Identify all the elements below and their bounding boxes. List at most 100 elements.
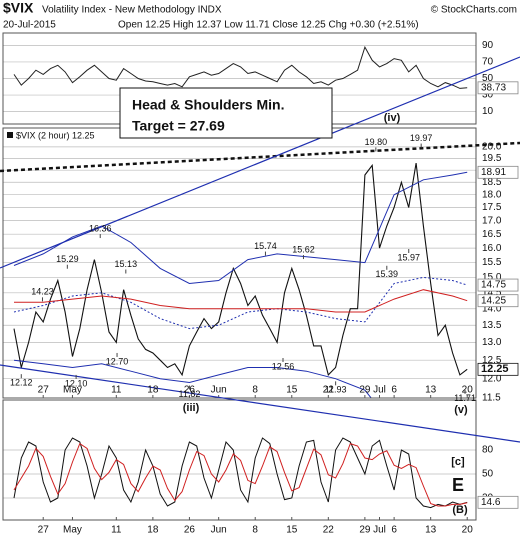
series-line bbox=[13, 437, 468, 509]
x-tick-label: 27 bbox=[38, 385, 50, 396]
x-tick-label: 6 bbox=[391, 385, 397, 396]
y-tick-label: 30 bbox=[482, 90, 494, 101]
legend-swatch bbox=[7, 132, 13, 138]
series-line bbox=[13, 276, 468, 330]
pivot-label: 12.70 bbox=[106, 356, 129, 366]
x-tick-label: May bbox=[63, 525, 82, 536]
pivot-label: 11.93 bbox=[325, 385, 347, 395]
y-tick-label: 14.0 bbox=[482, 303, 502, 314]
series-line bbox=[13, 171, 468, 285]
y-tick-label: 15.0 bbox=[482, 272, 502, 283]
wave-label: (B) bbox=[452, 504, 468, 516]
trend-line-lower bbox=[0, 364, 520, 443]
y-tick-label: 10 bbox=[482, 106, 494, 117]
x-tick-label: 15 bbox=[286, 385, 298, 396]
wave-label: [c] bbox=[451, 456, 465, 468]
panel bbox=[3, 45, 476, 112]
pivot-label: 11.82 bbox=[178, 389, 200, 399]
pivot-label: 12.12 bbox=[10, 378, 33, 388]
annotation-title: Head & Shoulders Min. bbox=[132, 97, 284, 113]
x-tick-label: 26 bbox=[184, 385, 196, 396]
last-value-box bbox=[477, 294, 519, 308]
x-tick-label: 8 bbox=[252, 525, 258, 536]
y-tick-label: 12.0 bbox=[482, 373, 502, 384]
x-tick-label: 11 bbox=[111, 385, 122, 396]
y-tick-label: 50 bbox=[482, 73, 494, 84]
pivot-label: 12.10 bbox=[65, 378, 88, 388]
x-tick-label: May bbox=[63, 385, 82, 396]
x-tick-label: 18 bbox=[147, 385, 159, 396]
pivot-label: 11.71 bbox=[454, 393, 476, 403]
y-tick-label: 19.5 bbox=[482, 153, 502, 164]
last-value-box bbox=[477, 495, 519, 509]
panel bbox=[3, 437, 476, 509]
wave-label: (iii) bbox=[183, 402, 200, 414]
last-value-label: 18.91 bbox=[481, 167, 506, 178]
last-value-box bbox=[477, 278, 519, 292]
x-tick-label: 8 bbox=[252, 385, 258, 396]
x-tick-label: 26 bbox=[184, 525, 196, 536]
y-tick-label: 13.0 bbox=[482, 337, 502, 348]
x-tick-label: 22 bbox=[323, 385, 335, 396]
pivot-label: 12.56 bbox=[272, 361, 295, 371]
trend-line-upper bbox=[0, 56, 520, 269]
x-tick-label: Jun bbox=[211, 525, 227, 536]
annotation-target: Target = 27.69 bbox=[132, 118, 225, 134]
annotation-box bbox=[119, 87, 333, 139]
y-tick-label: 90 bbox=[482, 40, 494, 51]
last-value-label: 14.75 bbox=[481, 280, 506, 291]
x-tick-label: Jul bbox=[373, 385, 386, 396]
y-tick-label: 15.5 bbox=[482, 257, 502, 268]
y-tick-label: 11.5 bbox=[482, 393, 501, 404]
wave-label: (iv) bbox=[384, 112, 401, 124]
y-tick-label: 17.5 bbox=[482, 202, 502, 213]
y-tick-label: 50 bbox=[482, 469, 494, 480]
x-tick-label: 15 bbox=[286, 525, 298, 536]
symbol: $VIX bbox=[3, 0, 34, 16]
index-name: Volatility Index - New Methodology INDX bbox=[42, 5, 222, 16]
x-tick-label: 22 bbox=[323, 525, 335, 536]
x-tick-label: 29 bbox=[359, 525, 371, 536]
series-line bbox=[13, 45, 468, 89]
last-value-label: 38.73 bbox=[481, 82, 506, 93]
x-tick-label: 27 bbox=[38, 525, 50, 536]
y-tick-label: 18.0 bbox=[482, 189, 502, 200]
last-value-label: 12.25 bbox=[481, 363, 509, 375]
y-tick-label: 12.5 bbox=[482, 355, 502, 366]
pivot-label: 15.39 bbox=[376, 269, 399, 279]
y-tick-label: 13.5 bbox=[482, 320, 502, 331]
x-tick-label: 6 bbox=[391, 525, 397, 536]
pivot-label: 15.97 bbox=[397, 252, 420, 262]
source: © StockCharts.com bbox=[431, 5, 517, 16]
y-tick-label: 20.0 bbox=[482, 142, 502, 153]
pivot-label: 14.23 bbox=[31, 287, 54, 297]
series-line bbox=[14, 289, 468, 313]
x-tick-label: 18 bbox=[147, 525, 159, 536]
y-tick-label: 16.0 bbox=[482, 243, 502, 254]
wave-label: (v) bbox=[454, 404, 468, 416]
x-tick-label: 13 bbox=[425, 525, 437, 536]
x-tick-label: Jun bbox=[211, 385, 227, 396]
y-tick-label: 80 bbox=[482, 445, 494, 456]
quote: Open 12.25 High 12.37 Low 11.71 Close 12… bbox=[118, 20, 419, 31]
pivot-label: 19.80 bbox=[365, 137, 388, 147]
y-tick-label: 70 bbox=[482, 57, 494, 68]
pivot-label: 16.36 bbox=[89, 223, 112, 233]
series-line bbox=[13, 359, 372, 398]
last-value-label: 14.6 bbox=[481, 497, 501, 508]
y-tick-label: 17.0 bbox=[482, 215, 502, 226]
pivot-label: 15.62 bbox=[292, 244, 315, 254]
wave-label: E bbox=[452, 475, 464, 495]
last-value-box bbox=[477, 165, 519, 179]
pivot-label: 15.29 bbox=[56, 254, 79, 264]
last-value-box bbox=[477, 81, 519, 95]
x-tick-label: 29 bbox=[359, 385, 371, 396]
last-value-label: 14.25 bbox=[481, 295, 506, 306]
pivot-label: 19.97 bbox=[410, 133, 433, 143]
resistance-line bbox=[0, 141, 520, 173]
date: 20-Jul-2015 bbox=[3, 20, 56, 31]
series-line bbox=[13, 163, 468, 377]
x-tick-label: 20 bbox=[462, 385, 474, 396]
